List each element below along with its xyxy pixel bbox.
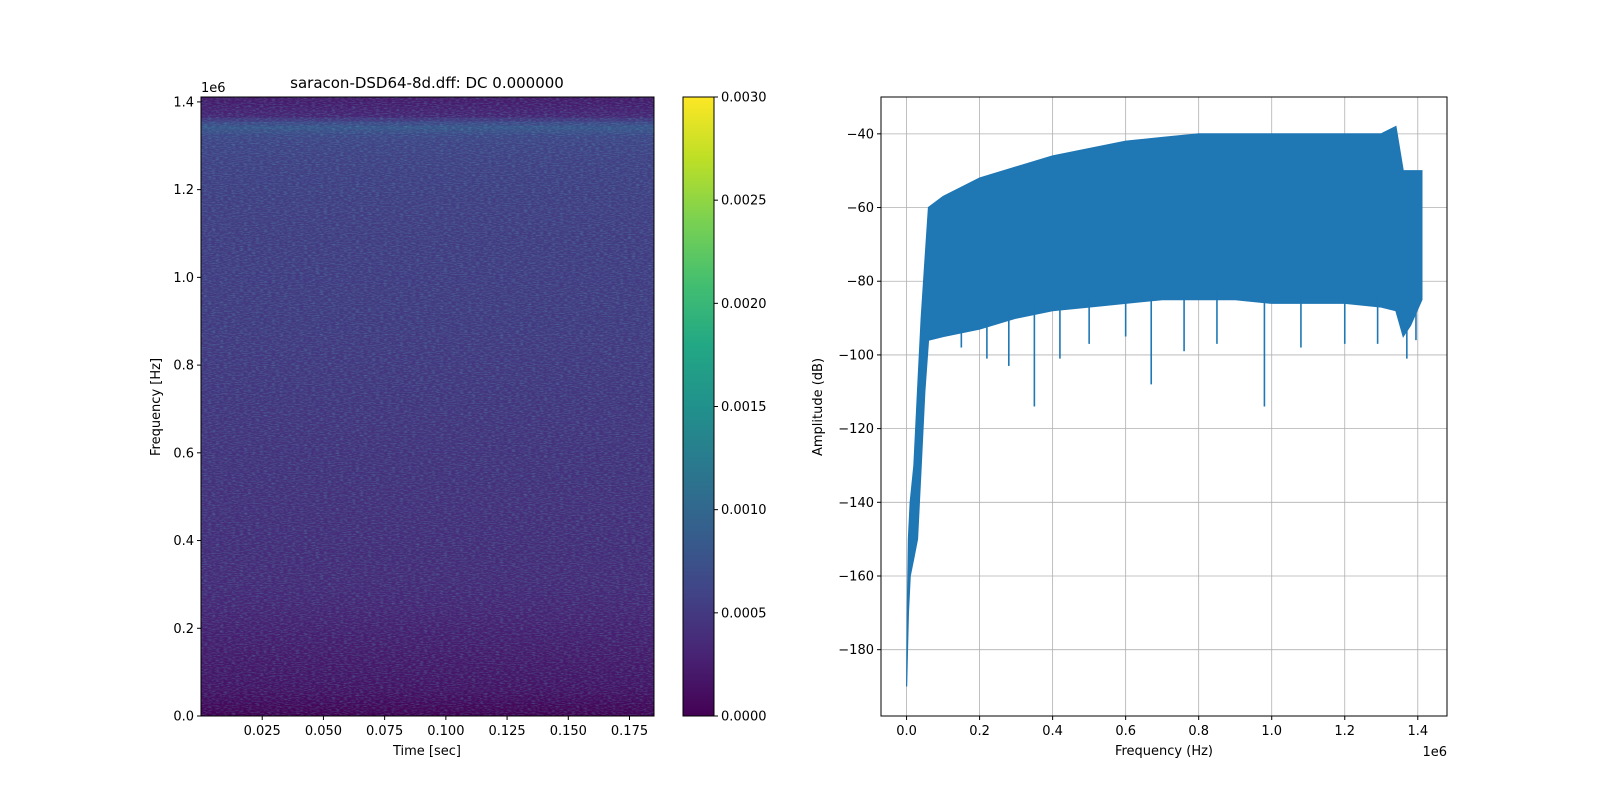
spectrogram-x-tick-label: 0.075 — [366, 724, 403, 739]
spectrogram-y-tick-label: 0.4 — [173, 534, 194, 549]
spectrogram-y-offset-label: 1e6 — [201, 81, 226, 96]
spectrum-y-tick-label: −160 — [838, 569, 874, 584]
spectrum-x-tick-label: 0.4 — [1042, 724, 1063, 739]
spectrum-x-tick-label: 1.2 — [1334, 724, 1355, 739]
spectrum-x-tick-label: 1.4 — [1407, 724, 1428, 739]
spectrum-y-tick-label: −120 — [838, 422, 874, 437]
spectrogram-x-tick-label: 0.150 — [550, 724, 587, 739]
spectrogram-y-tick-label: 1.2 — [173, 183, 194, 198]
spectrogram-x-axis-label: Time [sec] — [392, 744, 461, 759]
spectrogram-x-tick-label: 0.125 — [488, 724, 525, 739]
spectrogram-y-tick-label: 0.0 — [173, 710, 194, 725]
spectrum-x-offset-label: 1e6 — [1422, 745, 1447, 760]
spectrogram-panel: saracon-DSD64-8d.dff: DC 0.000000 0.025 0… — [149, 74, 655, 759]
spectrum-x-tick-label: 1.0 — [1261, 724, 1282, 739]
colorbar-tick-label: 0.0025 — [721, 194, 767, 209]
spectrum-y-tick-label: −40 — [847, 127, 874, 142]
spectrum-y-tick-label: −180 — [838, 643, 874, 658]
spectrum-x-axis-label: Frequency (Hz) — [1115, 744, 1213, 759]
spectrum-y-tick-label: −100 — [838, 348, 874, 363]
colorbar-tick-label: 0.0010 — [721, 503, 767, 518]
spectrum-x-tick-label: 0.6 — [1115, 724, 1136, 739]
spectrogram-title: saracon-DSD64-8d.dff: DC 0.000000 — [290, 74, 564, 92]
spectrum-y-tick-label: −60 — [847, 201, 874, 216]
colorbar-tick-label: 0.0030 — [721, 91, 767, 106]
spectrogram-x-tick-label: 0.050 — [305, 724, 342, 739]
spectrum-y-tick-label: −140 — [838, 496, 874, 511]
spectrum-x-tick-label: 0.8 — [1188, 724, 1209, 739]
spectrogram-y-axis-label: Frequency [Hz] — [149, 358, 164, 456]
spectrum-x-tick-label: 0.0 — [896, 724, 917, 739]
spectrogram-x-tick-label: 0.025 — [244, 724, 281, 739]
colorbar-gradient — [682, 96, 715, 717]
colorbar-tick-label: 0.0000 — [721, 710, 767, 725]
spectrum-y-axis-label: Amplitude (dB) — [811, 358, 826, 456]
spectrogram-y-tick-label: 1.0 — [173, 271, 194, 286]
spectrogram-y-tick-label: 0.2 — [173, 622, 194, 637]
spectrum-panel: 0.0 0.2 0.4 0.6 0.8 1.0 1.2 1.4 −180 −160 −140 −12… — [811, 96, 1448, 760]
spectrogram-y-tick-label: 1.4 — [173, 95, 194, 110]
amplitude-series — [906, 125, 1423, 687]
colorbar-tick-label: 0.0015 — [721, 400, 767, 415]
spectrum-x-tick-label: 0.2 — [969, 724, 990, 739]
spectrogram-y-tick-label: 0.6 — [173, 446, 194, 461]
spectrogram-x-tick-label: 0.100 — [427, 724, 464, 739]
colorbar-tick-label: 0.0005 — [721, 606, 767, 621]
spectrum-y-tick-label: −80 — [847, 275, 874, 290]
spectrogram-y-tick-label: 0.8 — [173, 359, 194, 374]
colorbar-tick-label: 0.0020 — [721, 297, 767, 312]
colorbar: 0.0000 0.0005 0.0010 0.0015 0.0020 0.0025 0.00… — [682, 91, 767, 725]
spectrogram-x-tick-label: 0.175 — [611, 724, 648, 739]
